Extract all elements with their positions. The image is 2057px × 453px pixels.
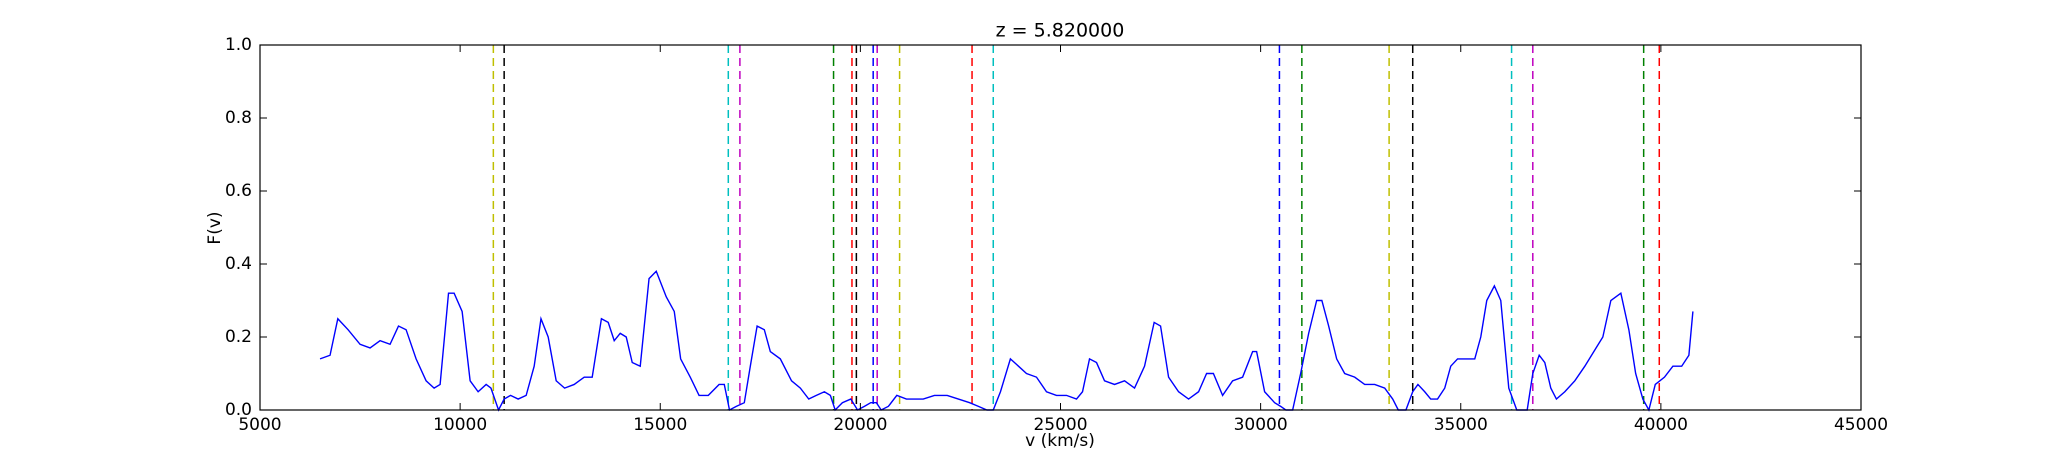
chart-title: z = 5.820000 [996,20,1125,42]
plot-frame [259,44,1862,411]
x-tick-label: 25000 [1033,415,1087,435]
x-tick-label: 15000 [633,415,687,435]
y-axis-label: F(v) [205,211,225,244]
x-tick-label: 5000 [238,415,281,435]
x-tick-label: 30000 [1234,415,1288,435]
y-tick-label: 1.0 [225,35,252,55]
y-tick-label: 0.8 [225,108,252,128]
x-axis-label: v (km/s) [1025,431,1095,451]
y-tick-label: 0.4 [225,254,252,274]
y-tick-label: 0.0 [225,400,252,420]
x-tick-label: 45000 [1834,415,1888,435]
x-tick-label: 20000 [833,415,887,435]
x-tick-label: 40000 [1634,415,1688,435]
x-tick-label: 10000 [433,415,487,435]
data-line [319,270,1694,412]
y-tick-label: 0.2 [225,327,252,347]
y-tick-label: 0.6 [225,181,252,201]
x-tick-label: 35000 [1434,415,1488,435]
